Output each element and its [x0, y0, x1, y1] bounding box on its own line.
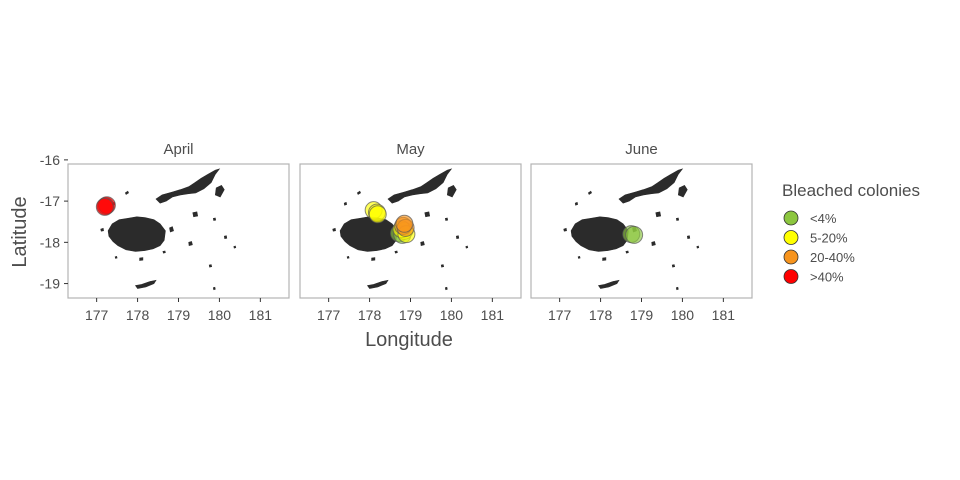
island-vanua-levu	[155, 168, 221, 204]
panel-title: April	[163, 141, 193, 158]
island-koro	[424, 211, 431, 218]
bleaching-point	[625, 225, 644, 244]
panel-may: May 177 178 179 180 181	[299, 141, 522, 323]
legend: Bleached colonies <4% 5-20% 20-40% >40%	[782, 181, 920, 285]
island-mamanuca	[100, 227, 104, 232]
island-taveuni	[677, 185, 688, 198]
island-mago	[444, 217, 449, 221]
y-axis: -16 -17 -18 -19	[40, 152, 68, 292]
y-axis-label: Latitude	[9, 196, 31, 267]
island-nukulau	[625, 250, 629, 254]
panel-title: May	[396, 141, 425, 158]
island-beqa	[602, 257, 607, 261]
island-yasawa-2	[574, 201, 579, 206]
island-lau-2	[208, 264, 213, 268]
island-moala	[212, 286, 216, 291]
island-kadavu	[134, 279, 157, 289]
x-tick-label: 181	[249, 307, 273, 323]
island-yasawa-1	[356, 190, 361, 195]
panel-april: April 177 178 179 180 181	[67, 141, 290, 323]
x-tick-label: 177	[548, 307, 572, 323]
island-ovalau	[169, 226, 174, 233]
island-lau-3	[465, 245, 469, 249]
legend-key	[783, 230, 799, 245]
island-gau	[651, 241, 656, 246]
legend-key	[783, 249, 799, 265]
legend-key	[783, 210, 799, 226]
island-gau	[420, 241, 425, 246]
x-tick-label: 179	[399, 307, 423, 323]
y-tick-label: -17	[40, 193, 60, 209]
island-beqa	[371, 257, 376, 261]
x-tick-label: 179	[167, 307, 191, 323]
legend-label: 20-40%	[810, 250, 855, 265]
island-nukulau	[394, 250, 398, 254]
legend-label: <4%	[810, 211, 837, 226]
island-beqa	[139, 257, 144, 261]
island-mago	[212, 217, 217, 221]
panel-june: June 177 178 179 180 181	[530, 141, 753, 323]
island-taveuni	[446, 185, 457, 198]
island-yasawa-2	[343, 201, 348, 206]
island-yasawa-1	[124, 190, 129, 195]
x-tick-label: 178	[589, 307, 613, 323]
x-tick-label: 179	[630, 307, 654, 323]
island-kadavu	[366, 279, 389, 289]
island-lau-1	[455, 235, 460, 239]
legend-title: Bleached colonies	[782, 181, 920, 200]
bleaching-point	[368, 205, 387, 224]
x-tick-label: 178	[126, 307, 150, 323]
island-vanua-levu	[387, 168, 453, 204]
island-lau-2	[440, 264, 445, 268]
legend-label: 5-20%	[810, 231, 848, 246]
x-tick-label: 180	[208, 307, 232, 323]
island-yasawa-1	[587, 190, 592, 195]
island-lau-3	[233, 245, 237, 249]
island-lau-2	[671, 264, 676, 268]
x-tick-label: 180	[671, 307, 695, 323]
island-viti-levu	[339, 216, 398, 252]
island-viti-levu	[570, 216, 629, 252]
island-lau-1	[223, 235, 228, 239]
island-koro	[192, 211, 199, 218]
island-lautoka-islet	[577, 256, 581, 259]
y-tick-label: -16	[40, 152, 60, 168]
island-vanua-levu	[618, 168, 684, 204]
bleaching-point	[395, 214, 414, 233]
island-moala	[444, 286, 448, 291]
x-tick-label: 181	[481, 307, 505, 323]
island-nukulau	[162, 250, 166, 254]
island-gau	[188, 241, 193, 246]
legend-entries: <4% 5-20% 20-40% >40%	[783, 210, 855, 285]
y-tick-label: -18	[40, 234, 60, 250]
island-moala	[675, 286, 679, 291]
legend-key	[783, 269, 799, 284]
island-mago	[675, 217, 680, 221]
island-kadavu	[597, 279, 620, 289]
island-koro	[655, 211, 662, 218]
x-axis-label: Longitude	[365, 329, 453, 351]
island-lau-3	[696, 245, 700, 249]
island-lautoka-islet	[114, 256, 118, 259]
x-tick-label: 177	[85, 307, 109, 323]
x-tick-label: 177	[317, 307, 341, 323]
island-lautoka-islet	[346, 256, 350, 259]
x-tick-label: 181	[712, 307, 736, 323]
x-tick-label: 180	[440, 307, 464, 323]
island-taveuni	[214, 185, 225, 198]
legend-label: >40%	[810, 270, 844, 285]
y-tick-label: -19	[40, 276, 60, 292]
island-lau-1	[686, 235, 691, 239]
x-tick-label: 178	[358, 307, 382, 323]
island-mamanuca	[332, 227, 336, 232]
island-viti-levu	[107, 216, 166, 252]
panel-title: June	[625, 141, 658, 158]
bleaching-point	[95, 197, 114, 216]
island-mamanuca	[563, 227, 567, 232]
